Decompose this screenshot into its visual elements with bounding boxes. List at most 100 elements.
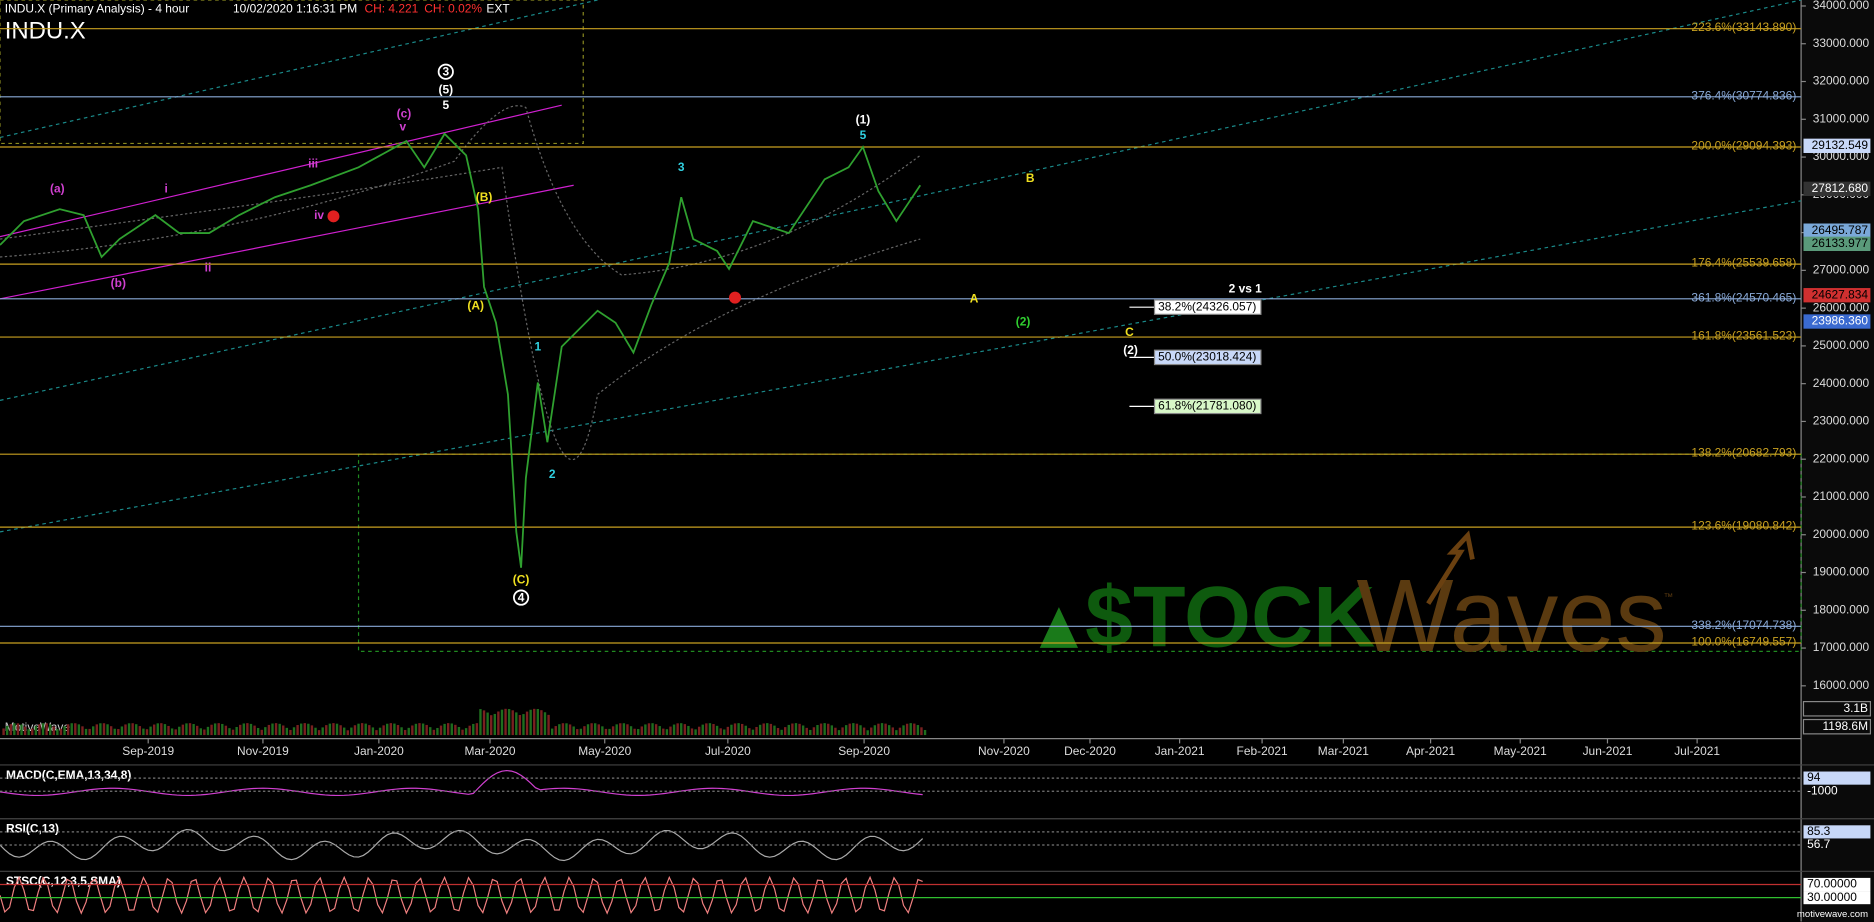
volume-bar xyxy=(593,723,597,736)
volume-bar xyxy=(235,726,238,736)
date-label: Jan-2021 xyxy=(1155,744,1205,758)
volume-bar xyxy=(221,723,224,736)
volume-bar xyxy=(493,713,496,736)
indicator-line xyxy=(0,769,923,797)
volume-bar xyxy=(597,724,600,736)
price-label: 19000.000 xyxy=(1813,565,1870,579)
volume-bar xyxy=(249,723,253,736)
volume-bar xyxy=(683,724,687,736)
volume-bar xyxy=(579,728,583,736)
volume-bar xyxy=(386,723,389,736)
volume-bar xyxy=(414,723,418,736)
volume-bar xyxy=(490,715,493,736)
volume-bar xyxy=(59,728,63,736)
volume-bar xyxy=(23,726,27,736)
wave-label: (A) xyxy=(467,299,484,313)
logo-arrow xyxy=(1426,530,1475,605)
volume-bar xyxy=(66,724,70,736)
price-label: 33000.000 xyxy=(1813,36,1870,50)
volume-bar xyxy=(547,714,550,736)
date-label: Jun-2021 xyxy=(1583,744,1633,758)
indicator-name: STSC(C,12,3,5,SMA) xyxy=(6,874,121,888)
volume-marker xyxy=(1802,701,1872,717)
volume-bar xyxy=(690,728,694,736)
volume-bar xyxy=(88,728,91,736)
volume-bar xyxy=(432,729,436,736)
volume-bar xyxy=(350,727,353,736)
retracement-label: 38.2%(24326.057) xyxy=(1158,299,1256,313)
wave-label: 5 xyxy=(442,98,449,112)
volume-bar xyxy=(38,724,41,736)
volume-bar xyxy=(586,724,590,736)
volume-bar xyxy=(109,726,113,736)
retracement-label: 61.8%(21781.080) xyxy=(1158,399,1256,413)
volume-bar xyxy=(809,729,812,736)
wave-label: 4 xyxy=(518,590,525,604)
volume-bar xyxy=(737,723,740,736)
volume-bar xyxy=(694,729,697,736)
volume-bar xyxy=(199,728,202,736)
volume-bar xyxy=(167,725,170,736)
wave-label: (c) xyxy=(397,106,412,120)
volume-bar xyxy=(533,708,536,736)
volume-bar xyxy=(708,723,712,736)
volume-bar xyxy=(120,726,124,736)
indicator-value-box xyxy=(1803,825,1871,839)
logo-tm: ™ xyxy=(1664,592,1674,603)
volume-bar xyxy=(905,723,909,736)
change-pct: CH: 0.02% xyxy=(424,2,482,16)
volume-bar xyxy=(274,723,278,736)
volume-bar xyxy=(289,729,292,736)
volume-bar xyxy=(127,723,131,736)
date-label: Feb-2021 xyxy=(1237,744,1288,758)
volume-bar xyxy=(859,725,862,736)
volume-bar xyxy=(468,725,471,736)
volume-bar xyxy=(662,728,665,736)
volume-bar xyxy=(217,723,220,736)
volume-bar xyxy=(672,724,676,736)
volume-bar xyxy=(712,724,715,736)
volume-bar xyxy=(909,723,912,736)
volume-bar xyxy=(651,723,654,736)
volume-bar xyxy=(92,726,95,736)
volume-bar xyxy=(805,727,808,736)
wave-label: 2 xyxy=(549,467,556,481)
price-label: 34000.000 xyxy=(1813,0,1870,12)
logo-text: $TOCK xyxy=(1085,570,1375,666)
volume-bar xyxy=(20,724,23,736)
volume-bar xyxy=(830,725,834,736)
volume-bar xyxy=(160,723,163,736)
volume-bar xyxy=(242,723,246,736)
volume-bar xyxy=(891,727,894,736)
volume-bar xyxy=(923,729,927,736)
wave-label: 3 xyxy=(678,160,685,174)
wave-label: (1) xyxy=(856,112,871,126)
volume-bar xyxy=(719,728,722,736)
fib-label: 200.0%(29094.393) xyxy=(1691,139,1796,153)
volume-bar xyxy=(253,725,256,736)
wave-circle xyxy=(513,589,530,606)
volume-bar xyxy=(855,723,859,736)
volume-bar xyxy=(393,723,396,736)
fib-label: 223.6%(33143.890) xyxy=(1691,20,1796,34)
wave-label: iii xyxy=(308,157,318,171)
volume-bar xyxy=(34,726,38,736)
volume-bar xyxy=(844,725,848,736)
volume-bar xyxy=(701,724,704,736)
indicator-value: -1000 xyxy=(1807,783,1838,797)
price-marker-label: 26495.787 xyxy=(1812,223,1869,237)
volume-bar xyxy=(748,728,751,736)
volume-bar xyxy=(568,724,572,736)
volume-bar xyxy=(9,724,12,736)
volume-bar xyxy=(776,728,780,736)
volume-bar xyxy=(99,723,102,736)
volume-bar xyxy=(751,729,755,736)
volume-bar xyxy=(142,728,145,736)
volume-bar xyxy=(314,727,317,736)
volume-bar xyxy=(63,726,66,736)
price-marker-label: 29132.549 xyxy=(1812,138,1869,152)
volume-bar xyxy=(755,726,758,736)
volume-bar xyxy=(231,729,235,736)
wave-label: (B) xyxy=(476,190,493,204)
